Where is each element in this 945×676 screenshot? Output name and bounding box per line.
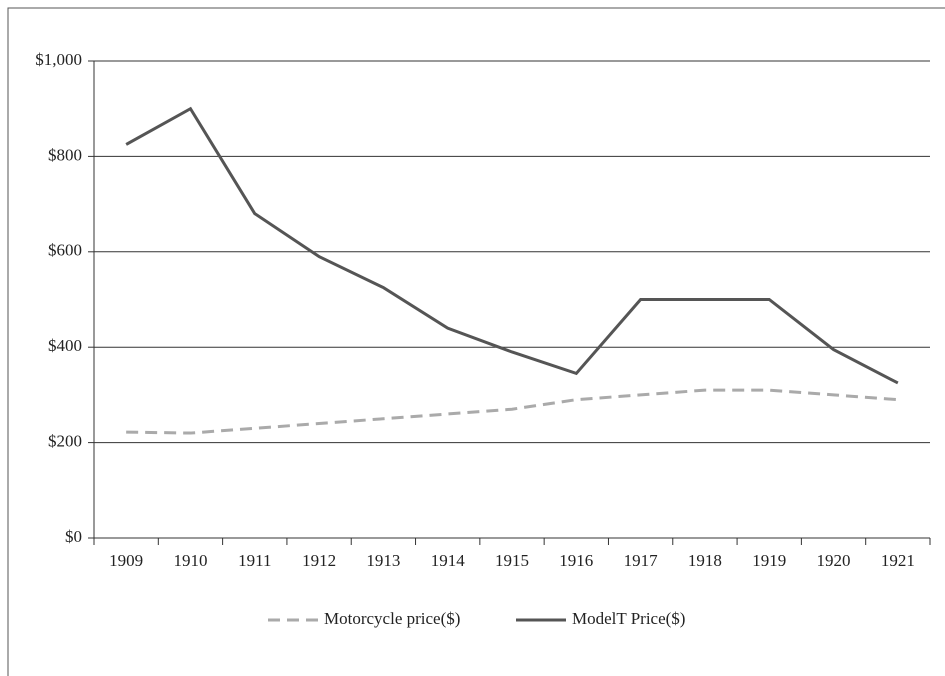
x-tick-label: 1916: [559, 551, 593, 570]
x-tick-label: 1915: [495, 551, 529, 570]
series-line: [125, 106, 899, 385]
frame: [7, 7, 945, 676]
y-tick-label: $400: [48, 336, 82, 355]
x-tick-label: 1911: [238, 551, 271, 570]
x-tick-label: 1910: [173, 551, 207, 570]
y-tick-label: $600: [48, 241, 82, 260]
x-tick-label: 1919: [752, 551, 786, 570]
x-tick-label: 1921: [881, 551, 915, 570]
x-tick-label: 1917: [624, 551, 659, 570]
x-tick-label: 1913: [366, 551, 400, 570]
y-tick-label: $1,000: [35, 50, 82, 69]
y-tick-label: $200: [48, 432, 82, 451]
y-tick-label: $0: [65, 527, 82, 546]
series-line: [126, 388, 898, 435]
x-tick-label: 1909: [109, 551, 143, 570]
x-tick-label: 1918: [688, 551, 722, 570]
x-tick-label: 1920: [817, 551, 851, 570]
y-tick-label: $800: [48, 145, 82, 164]
x-tick-label: 1912: [302, 551, 336, 570]
legend-label: Motorcycle price($): [324, 609, 460, 628]
x-tick-label: 1914: [431, 551, 466, 570]
legend-label: ModelT Price($): [572, 609, 685, 628]
